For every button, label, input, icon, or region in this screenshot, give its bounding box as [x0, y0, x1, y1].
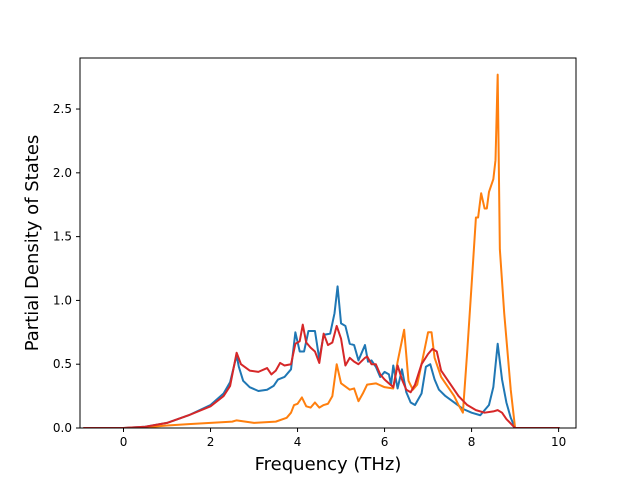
x-axis-label: Frequency (THz) [255, 454, 402, 475]
x-tick-label: 0 [120, 435, 128, 449]
series-layer [83, 73, 560, 428]
x-tick-label: 6 [381, 435, 389, 449]
x-axis: 0 2 4 6 8 10 [120, 428, 566, 449]
y-tick-label: 2.5 [53, 102, 72, 116]
x-tick-label: 4 [294, 435, 302, 449]
y-tick-label: 0.5 [53, 357, 72, 371]
series-line-1 [83, 285, 560, 428]
y-tick-label: 2.0 [53, 166, 72, 180]
y-tick-label: 1.0 [53, 293, 72, 307]
x-tick-label: 8 [468, 435, 476, 449]
y-axis-label: Partial Density of States [22, 135, 43, 352]
plot-frame [79, 57, 577, 429]
y-tick-label: 0.0 [53, 421, 72, 435]
y-tick-label: 1.5 [53, 230, 72, 244]
x-tick-label: 10 [551, 435, 566, 449]
y-axis: 0.0 0.5 1.0 1.5 2.0 2.5 [53, 102, 80, 435]
series-line-3 [83, 323, 560, 428]
x-tick-label: 2 [207, 435, 215, 449]
series-line-2 [83, 73, 560, 428]
